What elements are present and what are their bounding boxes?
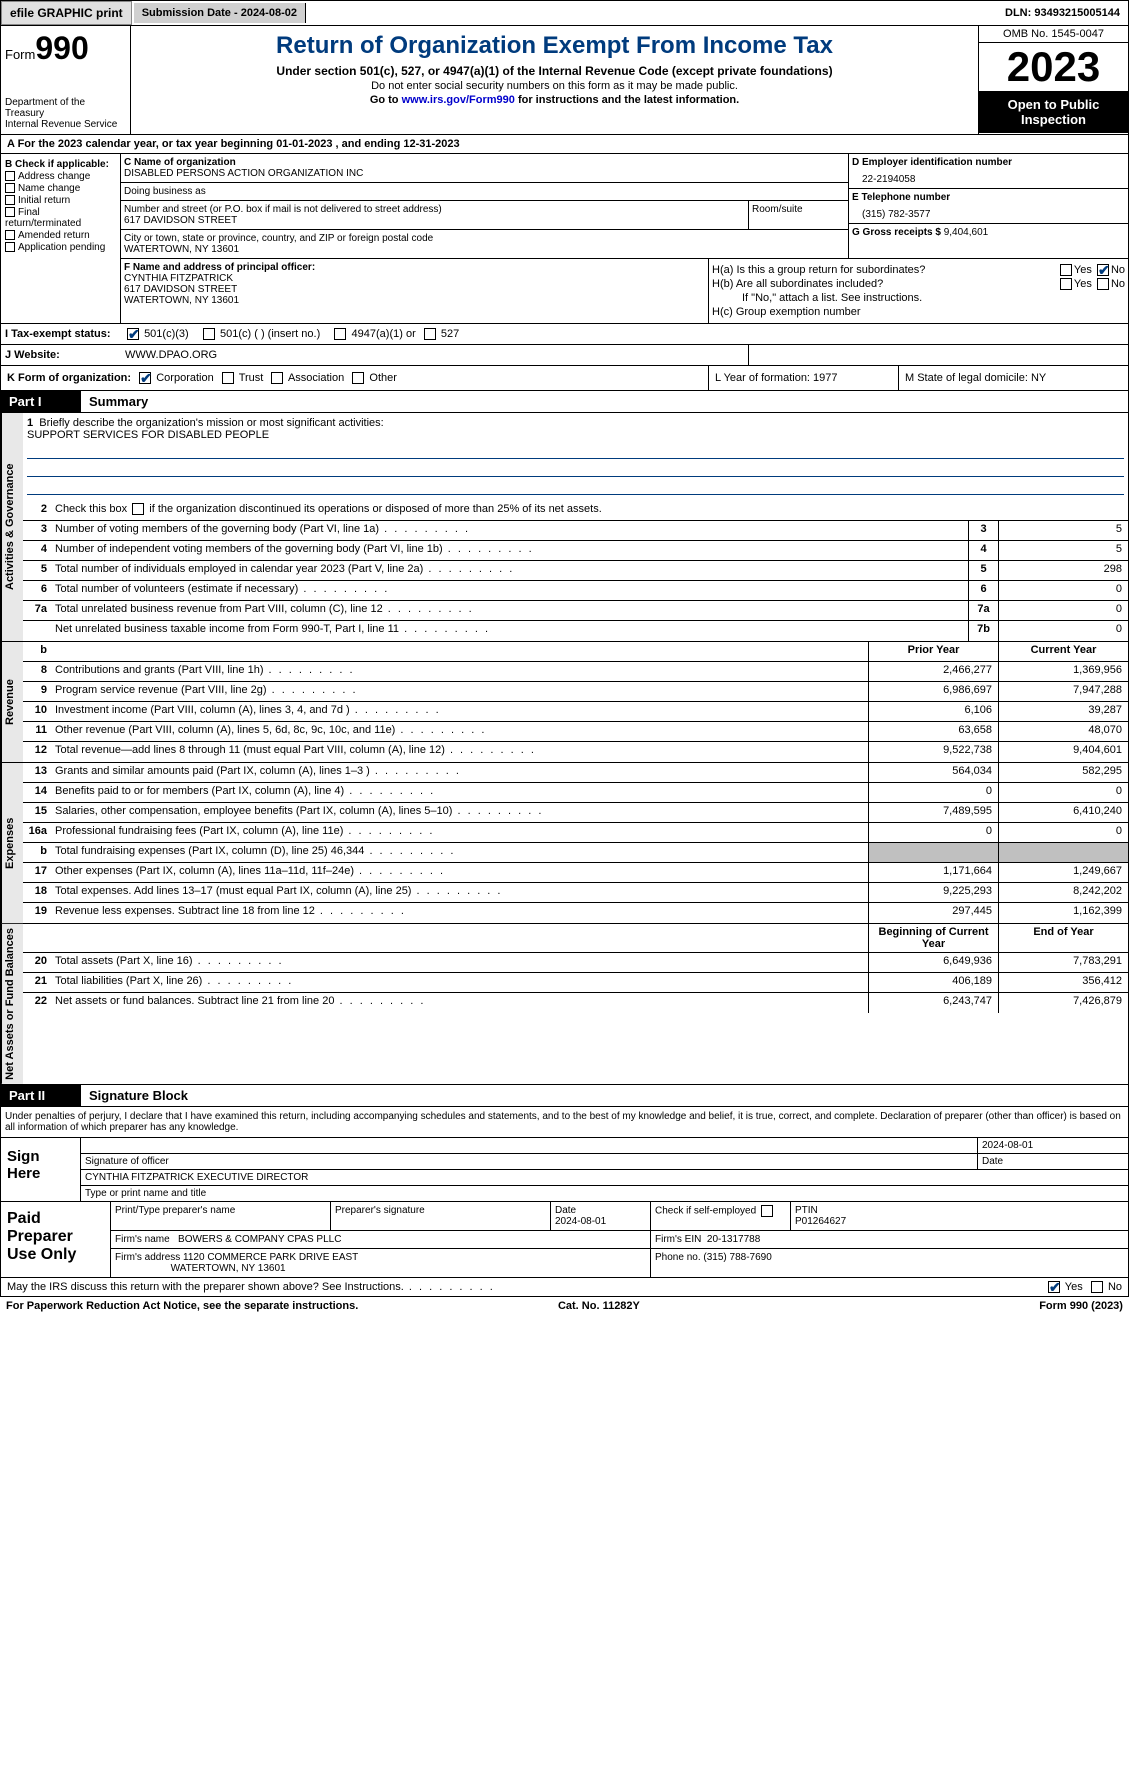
org-name: C Name of organization DISABLED PERSONS …: [121, 154, 848, 183]
summary-row: 20Total assets (Part X, line 16)6,649,93…: [23, 953, 1128, 973]
box-h: H(a) Is this a group return for subordin…: [708, 259, 1128, 323]
dln: DLN: 93493215005144: [997, 3, 1128, 23]
gross-receipts: G Gross receipts $ 9,404,601: [849, 224, 1128, 241]
principal-officer: F Name and address of principal officer:…: [121, 259, 708, 323]
section-governance: Activities & Governance 1 Briefly descri…: [0, 413, 1129, 642]
tax-year-line: A For the 2023 calendar year, or tax yea…: [0, 135, 1129, 154]
summary-row: 10Investment income (Part VIII, column (…: [23, 702, 1128, 722]
dba: Doing business as: [121, 183, 848, 201]
summary-row: 11Other revenue (Part VIII, column (A), …: [23, 722, 1128, 742]
header-center: Return of Organization Exempt From Incom…: [131, 26, 978, 134]
street: Number and street (or P.O. box if mail i…: [121, 201, 748, 230]
summary-row: 15Salaries, other compensation, employee…: [23, 803, 1128, 823]
room-suite: Room/suite: [748, 201, 848, 230]
summary-row: 22Net assets or fund balances. Subtract …: [23, 993, 1128, 1013]
top-toolbar: efile GRAPHIC print Submission Date - 20…: [0, 0, 1129, 26]
form-title: Return of Organization Exempt From Incom…: [137, 32, 972, 60]
summary-row: Net unrelated business taxable income fr…: [23, 621, 1128, 641]
row-k: K Form of organization: Corporation Trus…: [0, 366, 1129, 391]
box-cde: C Name of organization DISABLED PERSONS …: [121, 154, 1128, 323]
summary-row: 6Total number of volunteers (estimate if…: [23, 581, 1128, 601]
irs-link[interactable]: www.irs.gov/Form990: [402, 94, 515, 106]
city: City or town, state or province, country…: [121, 230, 848, 258]
submission-date: Submission Date - 2024-08-02: [134, 3, 306, 23]
form-header: Form990 Department of the Treasury Inter…: [0, 26, 1129, 135]
summary-row: 3Number of voting members of the governi…: [23, 521, 1128, 541]
summary-row: 18Total expenses. Add lines 13–17 (must …: [23, 883, 1128, 903]
section-revenue: Revenue bPrior YearCurrent Year 8Contrib…: [0, 642, 1129, 763]
efile-print-button[interactable]: efile GRAPHIC print: [1, 1, 132, 25]
phone: E Telephone number (315) 782-3577: [849, 189, 1128, 224]
part1-header: Part I Summary: [0, 391, 1129, 413]
vtab-governance: Activities & Governance: [1, 413, 23, 641]
summary-row: 12Total revenue—add lines 8 through 11 (…: [23, 742, 1128, 762]
vtab-revenue: Revenue: [1, 642, 23, 762]
paid-preparer: Paid Preparer Use Only Print/Type prepar…: [0, 1202, 1129, 1278]
summary-row: 4Number of independent voting members of…: [23, 541, 1128, 561]
section-expenses: Expenses 13Grants and similar amounts pa…: [0, 763, 1129, 924]
discuss-row: May the IRS discuss this return with the…: [0, 1278, 1129, 1297]
summary-row: 14Benefits paid to or for members (Part …: [23, 783, 1128, 803]
summary-row: 19Revenue less expenses. Subtract line 1…: [23, 903, 1128, 923]
summary-row: 5Total number of individuals employed in…: [23, 561, 1128, 581]
header-left: Form990 Department of the Treasury Inter…: [1, 26, 131, 134]
summary-row: 13Grants and similar amounts paid (Part …: [23, 763, 1128, 783]
row-j: J Website: WWW.DPAO.ORG: [0, 345, 1129, 366]
declaration: Under penalties of perjury, I declare th…: [0, 1107, 1129, 1138]
vtab-expenses: Expenses: [1, 763, 23, 923]
summary-row: 7aTotal unrelated business revenue from …: [23, 601, 1128, 621]
summary-row: 16aProfessional fundraising fees (Part I…: [23, 823, 1128, 843]
summary-row: 8Contributions and grants (Part VIII, li…: [23, 662, 1128, 682]
box-b: B Check if applicable: Address change Na…: [1, 154, 121, 323]
right-info: D Employer identification number 22-2194…: [848, 154, 1128, 258]
summary-row: 21Total liabilities (Part X, line 26)406…: [23, 973, 1128, 993]
ein: D Employer identification number 22-2194…: [849, 154, 1128, 189]
summary-row: 9Program service revenue (Part VIII, lin…: [23, 682, 1128, 702]
header-right: OMB No. 1545-0047 2023 Open to Public In…: [978, 26, 1128, 134]
row-i: I Tax-exempt status: 501(c)(3) 501(c) ( …: [0, 324, 1129, 345]
footer: For Paperwork Reduction Act Notice, see …: [0, 1297, 1129, 1315]
part2-header: Part II Signature Block: [0, 1085, 1129, 1107]
summary-row: 17Other expenses (Part IX, column (A), l…: [23, 863, 1128, 883]
section-netassets: Net Assets or Fund Balances Beginning of…: [0, 924, 1129, 1085]
info-grid: B Check if applicable: Address change Na…: [0, 154, 1129, 324]
summary-row: bTotal fundraising expenses (Part IX, co…: [23, 843, 1128, 863]
vtab-netassets: Net Assets or Fund Balances: [1, 924, 23, 1084]
sign-here: Sign Here 2024-08-01 Signature of office…: [0, 1138, 1129, 1202]
